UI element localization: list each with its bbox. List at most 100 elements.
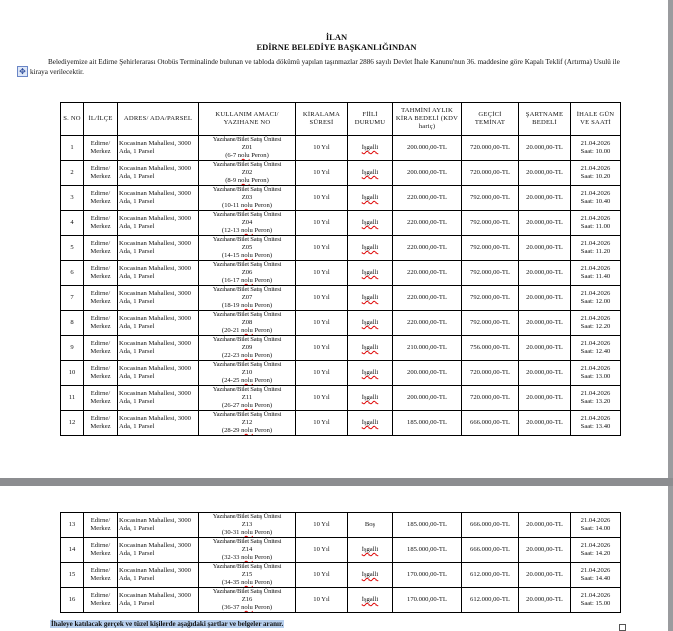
footer-selected-text[interactable]: İhaleye katılacak gerçek ve tüzel kişile…	[50, 620, 285, 628]
page-1: İLAN EDİRNE BELEDİYE BAŞKANLIĞINDAN Bele…	[17, 32, 621, 436]
rental-period: 10 Yıl	[295, 310, 348, 336]
usage-cell: Yazıhane/Bilet Satış Ünitesi Z02 (8-9 nolu…	[198, 160, 296, 186]
specification-fee: 20.000,00-TL	[518, 185, 571, 211]
status-cell: İşgalli	[347, 160, 393, 186]
monthly-rent: 200.000,00-TL	[392, 160, 462, 186]
monthly-rent: 170.000,00-TL	[392, 562, 462, 588]
status-text: İşgalli	[361, 394, 379, 402]
temporary-guarantee: 666.000,00-TL	[461, 512, 519, 538]
monthly-rent: 170.000,00-TL	[392, 587, 462, 613]
specification-fee: 20.000,00-TL	[518, 360, 571, 386]
paragraph-mark-icon	[619, 624, 626, 631]
row-number: 3	[60, 185, 84, 211]
province-district: Edirne/ Merkez	[83, 537, 118, 563]
address: Kocasinan Mahallesi, 3000 Ada, 1 Parsel	[117, 512, 199, 538]
unit-code: Z10	[241, 369, 253, 377]
row-number: 13	[60, 512, 84, 538]
table-row: 10 Edirne/ Merkez Kocasinan Mahallesi, 300…	[60, 360, 621, 386]
usage-purpose: Yazıhane/Bilet Satış Ünitesi	[212, 386, 282, 394]
tender-datetime: 21.04.2026 Saat: 14.00	[570, 512, 621, 538]
status-cell: İşgalli	[347, 285, 393, 311]
tender-datetime: 21.04.2026 Saat: 14.20	[570, 537, 621, 563]
province-district: Edirne/ Merkez	[83, 160, 118, 186]
usage-cell: Yazıhane/Bilet Satış Ünitesi Z01 (6-7 nolu…	[198, 135, 296, 161]
page-2-content: 13 Edirne/ Merkez Kocasinan Mahallesi, 300…	[50, 512, 630, 631]
column-header: ADRES/ ADA/PARSEL	[117, 102, 199, 136]
unit-code: Z15	[241, 571, 253, 579]
status-cell: İşgalli	[347, 335, 393, 361]
column-header: ŞARTNAME BEDELİ	[518, 102, 571, 136]
table-row: 16 Edirne/ Merkez Kocasinan Mahallesi, 300…	[60, 587, 621, 613]
tender-time: Saat: 15.00	[580, 600, 611, 607]
unit-code: Z02	[241, 169, 253, 177]
tender-date: 21.04.2026	[580, 415, 611, 423]
status-text: Boş	[364, 521, 376, 529]
temporary-guarantee: 720.000,00-TL	[461, 135, 519, 161]
status-text: İşgalli	[361, 419, 379, 427]
status-cell: İşgalli	[347, 235, 393, 261]
address: Kocasinan Mahallesi, 3000 Ada, 1 Parsel	[117, 562, 199, 588]
table-row: 7 Edirne/ Merkez Kocasinan Mahallesi, 3000…	[60, 285, 621, 311]
province-district: Edirne/ Merkez	[83, 335, 118, 361]
tender-datetime: 21.04.2026 Saat: 15.00	[570, 587, 621, 613]
tender-time: Saat: 13.20	[580, 398, 611, 405]
platform-label: (10-11 nolu Peron)	[222, 201, 272, 209]
usage-purpose: Yazıhane/Bilet Satış Ünitesi	[212, 186, 282, 194]
doc-title: İLAN	[325, 32, 348, 42]
column-header: KULLANIM AMACI/ YAZIHANE NO	[198, 102, 296, 136]
platform-label: (28-29 nolu Peron)	[221, 426, 273, 434]
row-number: 16	[60, 587, 84, 613]
unit-code: Z11	[241, 394, 253, 402]
platform-label: (14-15 nolu Peron)	[221, 251, 273, 259]
table-move-handle-icon[interactable]: ✥	[17, 66, 28, 77]
tender-datetime: 21.04.2026 Saat: 11.40	[570, 260, 621, 286]
usage-cell: Yazıhane/Bilet Satış Ünitesi Z11 (26-27 no…	[198, 385, 296, 411]
province-district: Edirne/ Merkez	[83, 185, 118, 211]
specification-fee: 20.000,00-TL	[518, 135, 571, 161]
tender-date: 21.04.2026	[580, 290, 611, 298]
province-district: Edirne/ Merkez	[83, 385, 118, 411]
usage-purpose: Yazıhane/Bilet Satış Ünitesi	[212, 261, 282, 269]
column-header: KİRALAMA SÜRESİ	[295, 102, 348, 136]
spell-error-word: nolu	[241, 401, 253, 409]
rental-period: 10 Yıl	[295, 335, 348, 361]
table-row: 2 Edirne/ Merkez Kocasinan Mahallesi, 3000…	[60, 160, 621, 186]
usage-purpose: Yazıhane/Bilet Satış Ünitesi	[212, 211, 282, 219]
tender-datetime: 21.04.2026 Saat: 12.20	[570, 310, 621, 336]
table-row: 9 Edirne/ Merkez Kocasinan Mahallesi, 3000…	[60, 335, 621, 361]
tender-date: 21.04.2026	[580, 542, 611, 550]
unit-code: Z09	[241, 344, 253, 352]
tender-date: 21.04.2026	[580, 190, 611, 198]
status-text: İşgalli	[361, 144, 379, 152]
table-row: 12 Edirne/ Merkez Kocasinan Mahallesi, 300…	[60, 410, 621, 436]
tender-date: 21.04.2026	[580, 265, 611, 273]
table-row: 11 Edirne/ Merkez Kocasinan Mahallesi, 300…	[60, 385, 621, 411]
platform-label: (36-37 nolu Peron)	[221, 603, 273, 611]
column-header: GEÇİCİ TEMİNAT	[461, 102, 519, 136]
row-number: 12	[60, 410, 84, 436]
province-district: Edirne/ Merkez	[83, 135, 118, 161]
temporary-guarantee: 720.000,00-TL	[461, 160, 519, 186]
usage-cell: Yazıhane/Bilet Satış Ünitesi Z09 (22-23 no…	[198, 335, 296, 361]
spell-error-word: nolu	[237, 176, 250, 184]
tender-time: Saat: 14.00	[580, 525, 611, 532]
monthly-rent: 210.000,00-TL	[392, 335, 462, 361]
row-number: 6	[60, 260, 84, 286]
rental-period: 10 Yıl	[295, 210, 348, 236]
specification-fee: 20.000,00-TL	[518, 587, 571, 613]
spell-error-word: nolu	[241, 426, 253, 434]
specification-fee: 20.000,00-TL	[518, 335, 571, 361]
usage-cell: Yazıhane/Bilet Satış Ünitesi Z08 (20-21 no…	[198, 310, 296, 336]
spell-error-word: nolu	[241, 301, 253, 309]
rental-period: 10 Yıl	[295, 385, 348, 411]
table-row: 3 Edirne/ Merkez Kocasinan Mahallesi, 3000…	[60, 185, 621, 211]
spell-error-word: nolu	[241, 578, 253, 586]
specification-fee: 20.000,00-TL	[518, 310, 571, 336]
monthly-rent: 200.000,00-TL	[392, 135, 462, 161]
unit-code: Z06	[241, 269, 253, 277]
unit-code: Z13	[241, 521, 253, 529]
tender-time: Saat: 12.40	[580, 348, 611, 355]
unit-code: Z14	[241, 546, 253, 554]
tender-datetime: 21.04.2026 Saat: 14.40	[570, 562, 621, 588]
platform-label: (34-35 nolu Peron)	[221, 578, 273, 586]
